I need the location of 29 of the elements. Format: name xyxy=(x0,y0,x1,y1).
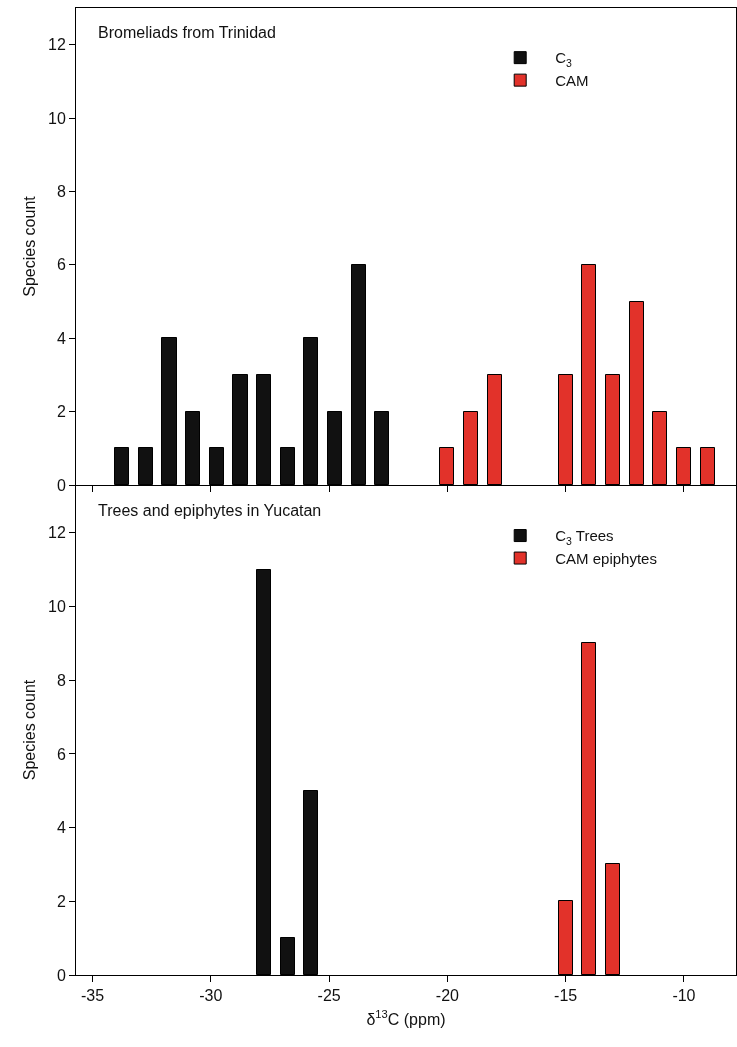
x-tick-label: -30 xyxy=(199,987,223,1005)
x-tick-label: -35 xyxy=(81,987,105,1005)
y-axis-title: Species count xyxy=(20,195,38,297)
x-tick-label: -25 xyxy=(317,987,341,1005)
x-tick-label: -20 xyxy=(435,987,460,1005)
y-tick-label: 6 xyxy=(56,745,66,763)
y-tick-label: 0 xyxy=(56,476,66,494)
y-tick-label: 10 xyxy=(48,109,66,127)
y-tick-label: 4 xyxy=(56,819,66,837)
legend-label: C$_{3}$ Trees xyxy=(555,527,614,547)
y-tick-label: 8 xyxy=(56,671,66,689)
legend-label: CAM epiphytes xyxy=(555,549,657,567)
y-tick-label: 6 xyxy=(56,256,66,274)
y-tick-label: 2 xyxy=(56,403,66,421)
x-axis-title: δ$^{13}$C (ppm) xyxy=(366,1008,446,1028)
y-tick-label: 4 xyxy=(56,329,66,347)
text: Trees and epiphytes in Yucatan xyxy=(98,502,322,519)
y-tick-label: 2 xyxy=(56,892,66,910)
x-tick-label: -10 xyxy=(672,987,696,1005)
y-tick-label: 12 xyxy=(48,524,66,542)
legend-label: CAM xyxy=(555,71,589,89)
y-tick-label: 0 xyxy=(56,966,66,984)
y-axis-title: Species count xyxy=(20,679,38,781)
x-tick-label: -15 xyxy=(554,987,578,1005)
text: Bromeliads from Trinidad xyxy=(98,24,276,41)
y-tick-label: 10 xyxy=(48,598,66,616)
legend-label: C$_{3}$ xyxy=(555,49,573,69)
y-tick-label: 8 xyxy=(56,183,66,201)
y-tick-label: 12 xyxy=(48,36,66,54)
